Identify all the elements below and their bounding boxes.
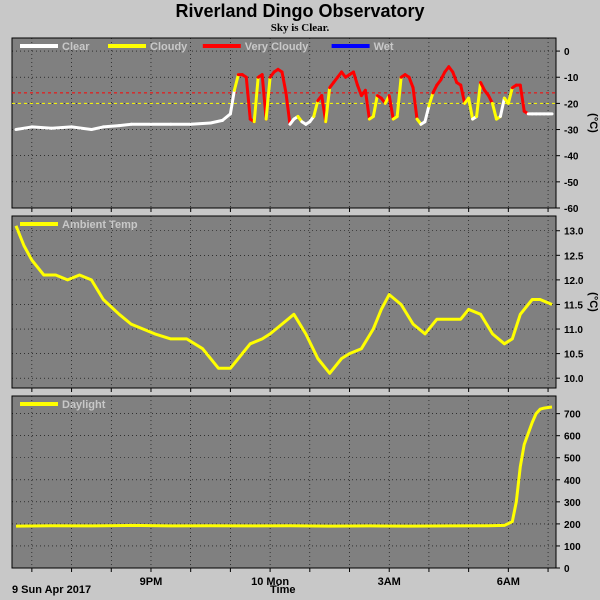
sky-ylabel: (°C): [587, 113, 599, 133]
xtick-label: 9PM: [140, 576, 163, 588]
sky-series-segment: [459, 83, 467, 105]
daylight-ytick-label: 200: [564, 520, 581, 531]
sky-series-segment: [89, 125, 105, 132]
daylight-ytick-label: 400: [564, 476, 581, 487]
sky-series-segment: [467, 96, 475, 121]
ambient-plot-area: [11, 215, 557, 389]
ambient-ytick-label: 11.5: [564, 300, 583, 311]
sky-series-segment: [355, 83, 363, 98]
x-axis-label: Time: [270, 584, 296, 596]
sky-legend-label: Clear: [62, 41, 90, 53]
sky-ytick-label: -40: [564, 152, 579, 163]
daylight-legend-label: Daylight: [62, 399, 106, 411]
ambient-legend-label: Ambient Temp: [62, 219, 138, 231]
sky-series-segment: [117, 122, 133, 128]
ambient-series-line: [14, 225, 553, 375]
sky-series-segment: [351, 70, 359, 87]
ambient-ytick-label: 12.0: [564, 276, 584, 287]
sky-series-segment: [228, 88, 236, 116]
daylight-plot-area: [11, 395, 557, 569]
sky-series-segment: [50, 125, 74, 130]
sky-series-segment: [209, 118, 224, 125]
ambient-ylabel: (°C): [587, 292, 599, 312]
sky-series-segment: [252, 75, 260, 124]
sky-ytick-label: -50: [564, 178, 579, 189]
sky-series-segment: [475, 80, 483, 118]
sky-series-segment: [498, 96, 506, 118]
ambient-ytick-label: 10.5: [564, 350, 584, 361]
sky-series-segment: [371, 94, 379, 118]
sky-series-segment: [423, 104, 431, 124]
ambient-ytick-label: 13.0: [564, 227, 584, 238]
sky-series-segment: [407, 75, 415, 90]
sky-ytick-label: -30: [564, 126, 579, 137]
sky-series-segment: [518, 83, 526, 113]
sky-series-segment: [427, 91, 435, 108]
xtick-label: 10 Mon: [251, 576, 289, 588]
sky-series-segment: [451, 70, 459, 84]
daylight-ytick-label: 700: [564, 410, 581, 421]
sky-series-segment: [189, 121, 213, 126]
sky-series-segment: [387, 94, 395, 121]
date-label: 9 Sun Apr 2017: [12, 584, 92, 596]
daylight-series-line: [15, 405, 553, 528]
chart-title: Riverland Dingo Observatory: [175, 1, 425, 21]
sky-series-segment: [363, 88, 371, 121]
sky-series-segment: [30, 125, 54, 130]
sky-series-segment: [280, 70, 288, 95]
sky-series-segment: [14, 125, 34, 132]
sky-ytick-label: -10: [564, 73, 579, 84]
ambient-ytick-label: 10.0: [564, 374, 584, 385]
sky-series-segment: [490, 101, 498, 121]
sky-plot-area: [11, 37, 557, 209]
sky-series-segment: [324, 86, 332, 124]
daylight-ytick-label: 300: [564, 498, 581, 509]
ambient-ytick-label: 11.0: [564, 325, 583, 336]
sky-ytick-label: -60: [564, 204, 579, 215]
sky-series-segment: [232, 73, 240, 92]
sky-legend-label: Cloudy: [150, 41, 188, 53]
ambient-ytick-label: 12.5: [564, 251, 584, 262]
sky-series-segment: [284, 91, 292, 126]
sky-series-segment: [312, 99, 320, 118]
sky-ytick-label: -20: [564, 99, 579, 110]
sky-series-segment: [395, 75, 403, 118]
sky-series-segment: [264, 75, 272, 121]
sky-legend-label: Wet: [374, 41, 394, 53]
sky-ytick-label: 0: [564, 47, 570, 58]
daylight-ytick-label: 100: [564, 542, 581, 553]
sky-series-segment: [220, 112, 232, 122]
sky-series-segment: [70, 125, 93, 132]
daylight-ytick-label: 600: [564, 432, 581, 443]
daylight-ytick-label: 0: [564, 564, 570, 575]
sky-series-segment: [411, 86, 419, 121]
sky-status-subtitle: Sky is Clear.: [270, 22, 330, 34]
xtick-label: 6AM: [497, 576, 520, 588]
daylight-ytick-label: 500: [564, 454, 581, 465]
sky-legend-label: Very Cloudy: [245, 41, 309, 53]
sky-series-segment: [101, 124, 121, 129]
sky-series-segment: [506, 86, 514, 105]
sky-series-segment: [244, 75, 252, 121]
xtick-label: 3AM: [378, 576, 401, 588]
